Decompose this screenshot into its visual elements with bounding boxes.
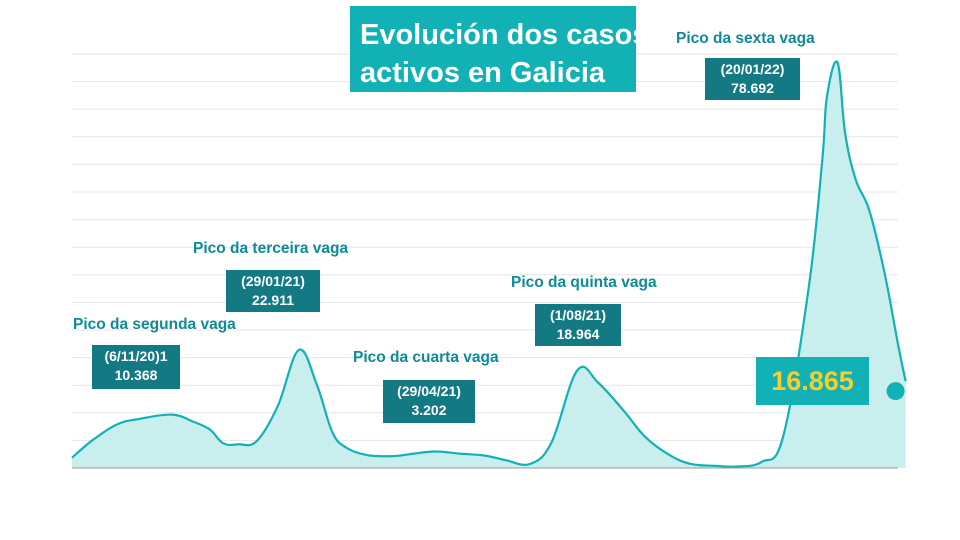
peak-4-title: Pico da cuarta vaga [353,349,499,366]
peak-3-title: Pico da terceira vaga [193,240,349,257]
current-value-marker [886,382,905,401]
peak-3-label-box: (29/01/21) 22.911 [226,270,320,312]
peak-6-label-box: (20/01/22) 78.692 [705,58,800,100]
series-line [71,60,907,468]
peak-4-value: 3.202 [411,402,447,418]
chart-title: Evolución dos casos activos en Galicia [350,6,649,92]
chart-title-line-2: activos en Galicia [360,57,606,89]
peak-6-value: 78.692 [731,80,774,96]
peak-2-date: (6/11/20)1 [104,348,168,364]
peak-5-date: (1/08/21) [549,307,607,323]
peak-5-value: 18.964 [556,326,600,342]
peak-4-label-box: (29/04/21) 3.202 [383,380,475,423]
peak-4-date: (29/04/21) [397,383,461,399]
peak-2-title: Pico da segunda vaga [73,316,236,333]
peak-2-value: 10.368 [114,367,158,383]
peak-6-date: (20/01/22) [720,61,785,77]
peak-3-value: 22.911 [251,292,295,308]
peak-2-label-box: (6/11/20)1 10.368 [92,345,180,389]
peak-3-date: (29/01/21) [241,273,305,289]
chart-title-line-1: Evolución dos casos [360,19,649,51]
peak-5-title: Pico da quinta vaga [511,274,657,291]
area-fill [72,61,906,468]
grid-lines [72,53,898,469]
peak-5-label-box: (1/08/21) 18.964 [535,304,621,346]
current-value-label: 16.865 [756,357,869,405]
peak-6-title: Pico da sexta vaga [676,30,815,47]
